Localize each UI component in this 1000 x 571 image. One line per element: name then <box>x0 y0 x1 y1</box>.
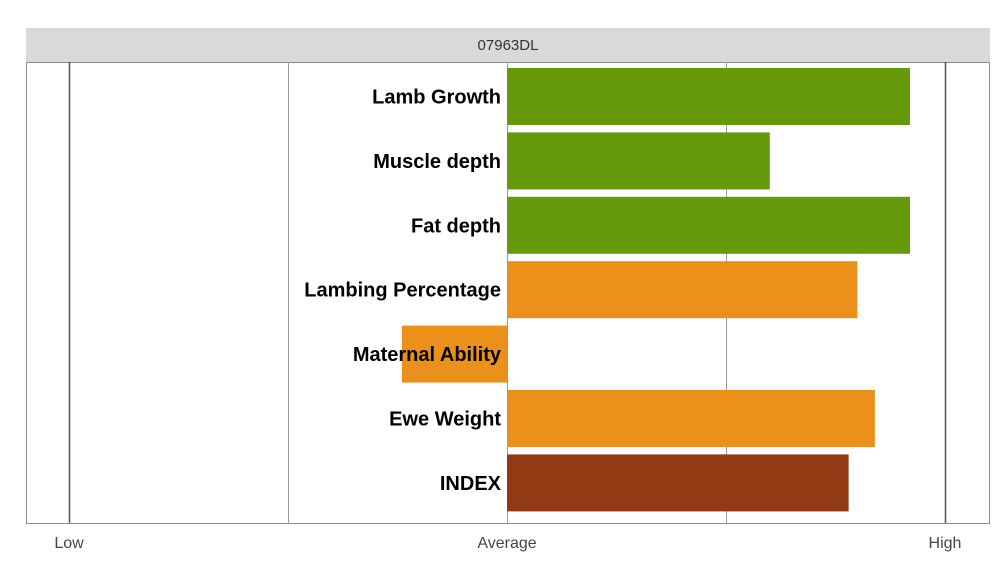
category-label: INDEX <box>440 473 502 495</box>
bar-layer <box>401 68 910 512</box>
tick-label: High <box>929 535 962 552</box>
chart-title: 07963DL <box>477 36 539 54</box>
bar <box>507 261 858 319</box>
bar <box>507 68 910 125</box>
category-label: Lamb Growth <box>372 87 501 109</box>
bar <box>507 196 910 254</box>
bar <box>507 132 770 190</box>
bar <box>507 454 849 512</box>
chart-header: 07963DL <box>26 28 990 62</box>
category-label: Lambing Percentage <box>304 280 501 302</box>
category-label: Muscle depth <box>373 151 501 173</box>
category-label: Maternal Ability <box>353 344 502 366</box>
category-label: Ewe Weight <box>389 409 501 431</box>
bar <box>401 325 507 383</box>
label-layer: Lamb Growth Muscle depth Fat depth Lambing … <box>304 87 502 495</box>
tick-label: Low <box>54 535 84 552</box>
category-label: Fat depth <box>411 215 501 237</box>
tick-label: Average <box>477 535 536 552</box>
bar <box>507 390 875 447</box>
tick-layer: Low Average High <box>54 535 961 552</box>
